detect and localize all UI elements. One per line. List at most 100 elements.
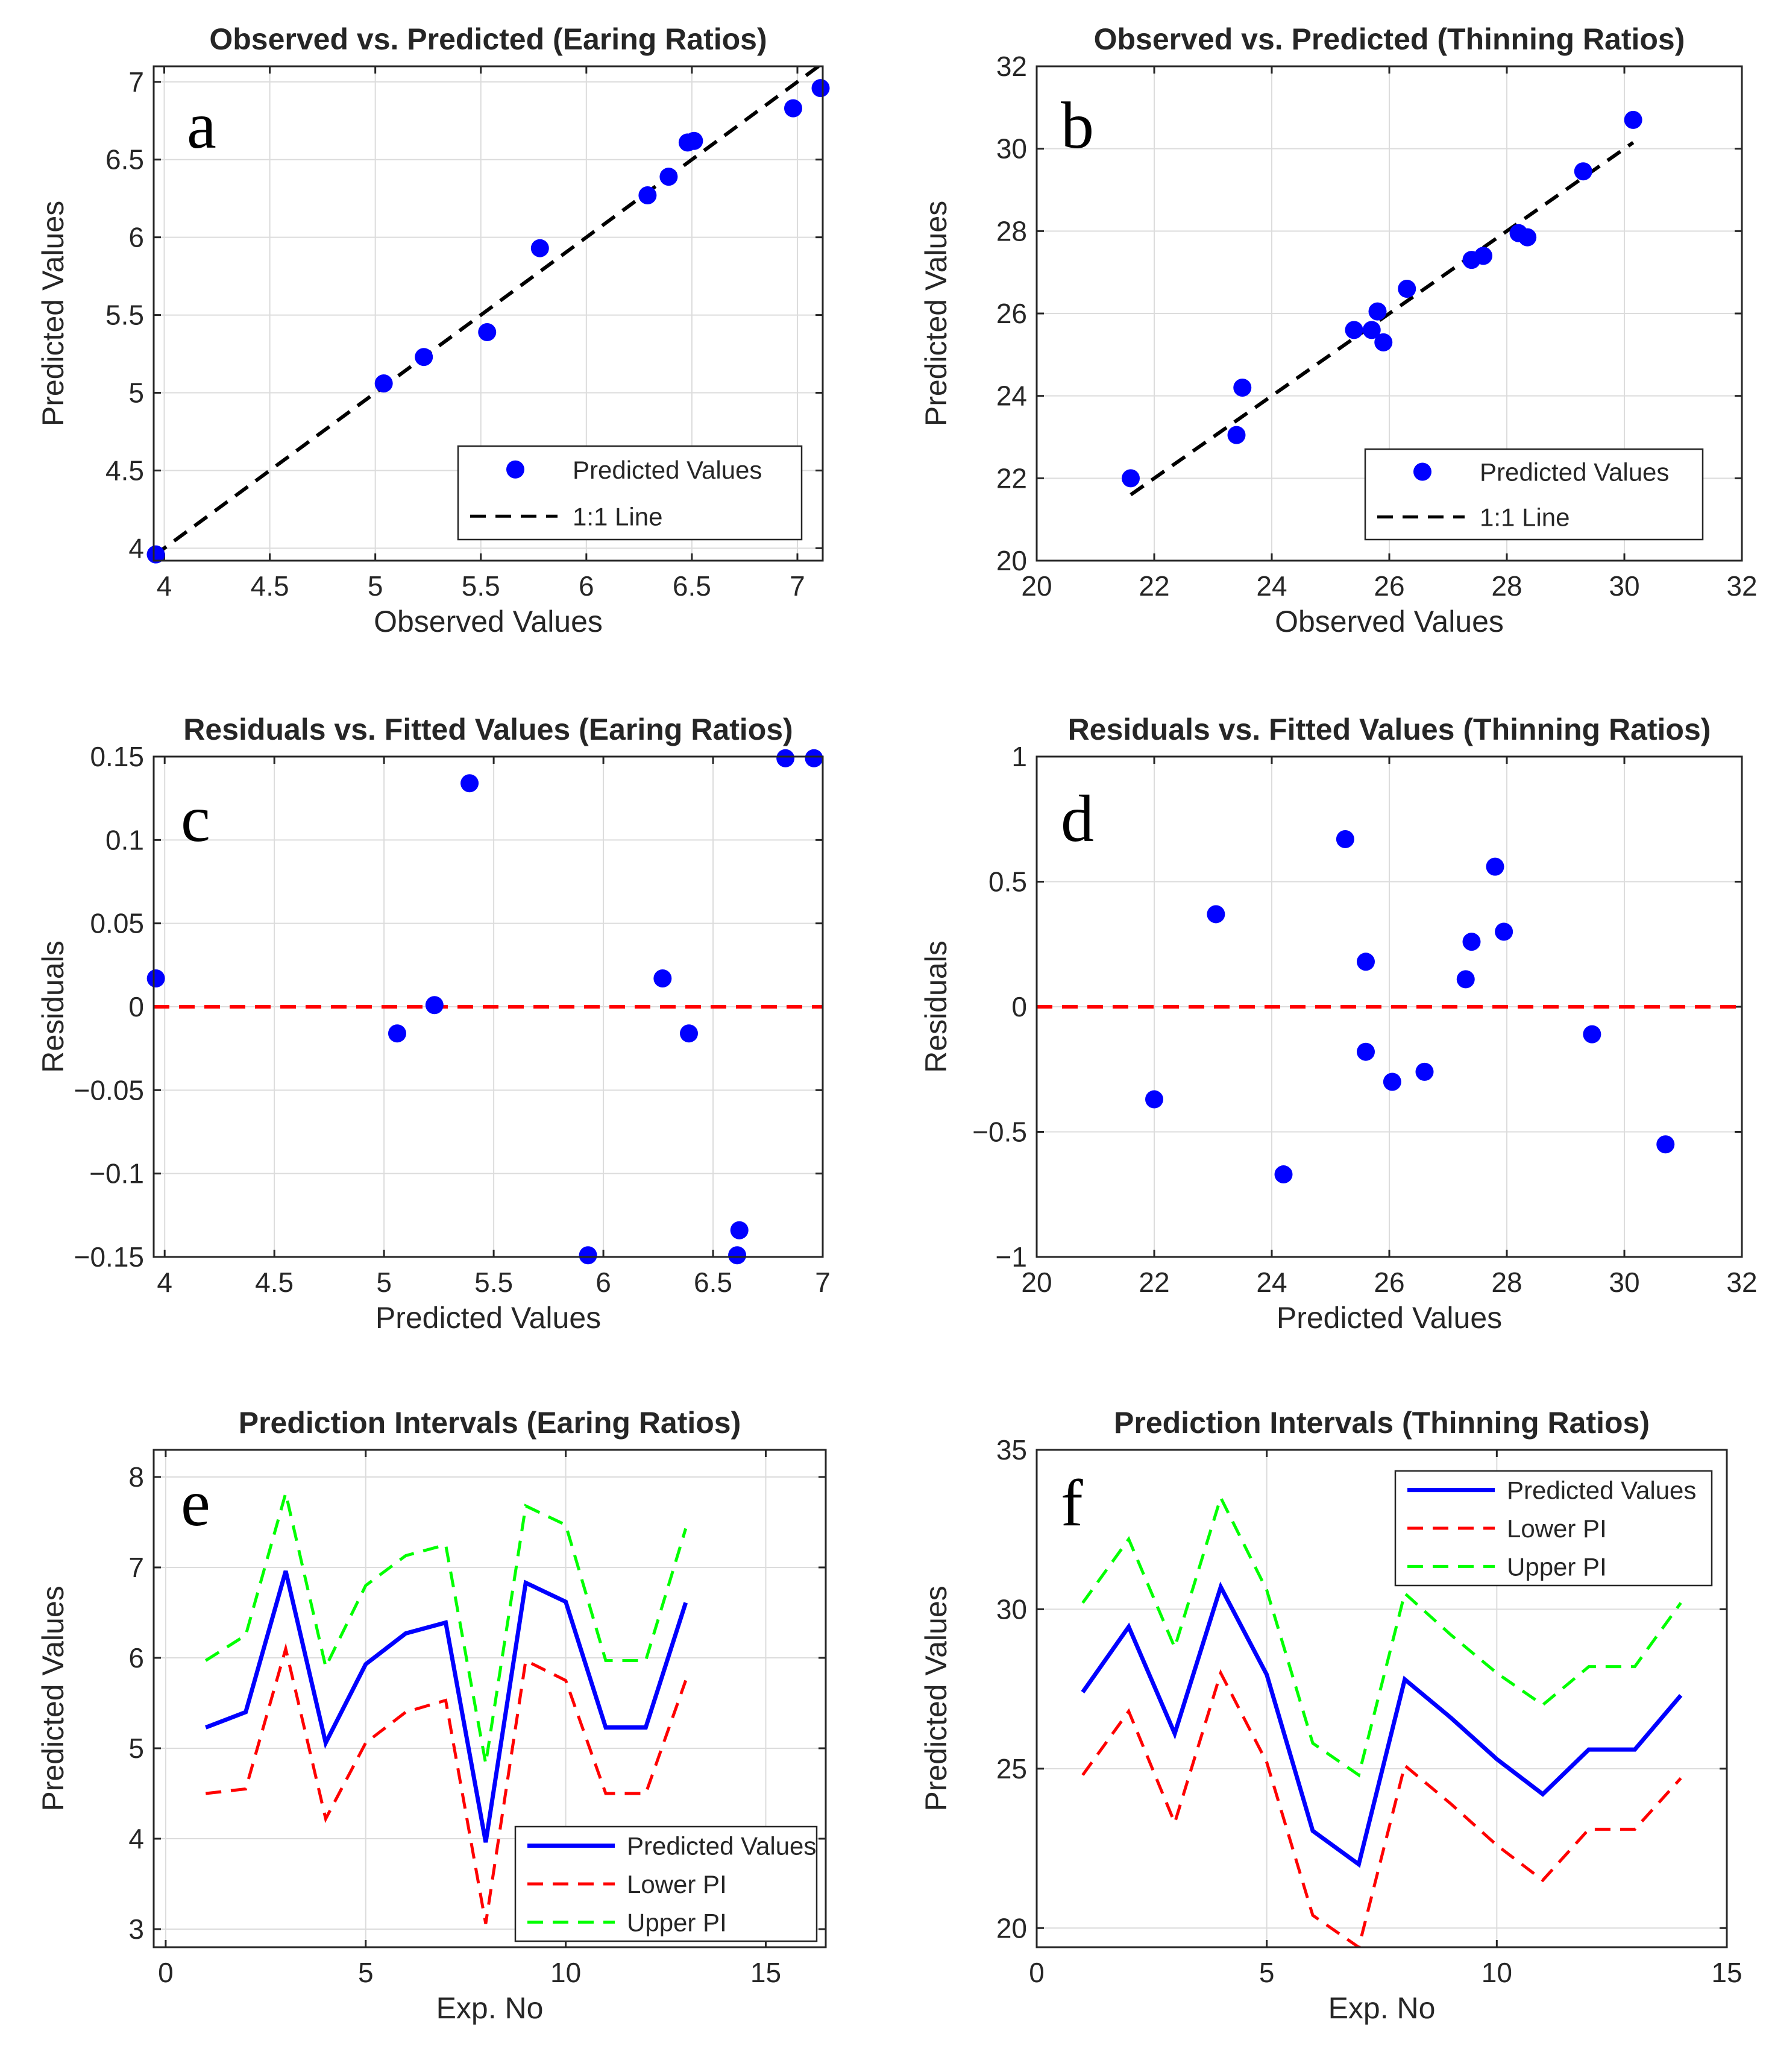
data-point (460, 774, 479, 793)
x-tick-label: 5.5 (474, 1267, 513, 1298)
x-tick-label: 28 (1491, 570, 1522, 602)
axes-frame (1035, 755, 1743, 1258)
panel-e: 0 5 10 15 3 4 5 6 7 8 Prediction Intervals (Earing… (36, 1406, 827, 2025)
reference-line (154, 66, 822, 558)
legend-label: Lower PI (1507, 1514, 1607, 1543)
y-tick-label: 7 (128, 1552, 144, 1583)
data-point (638, 186, 657, 205)
y-tick-label: 6 (128, 1642, 144, 1674)
data-point (1368, 302, 1387, 321)
data-point (1518, 228, 1537, 247)
data-point (1227, 426, 1246, 444)
data-point (1345, 321, 1363, 339)
data-point (728, 1246, 747, 1265)
legend-label: Predicted Values (573, 456, 762, 484)
y-axis-label: Residuals (36, 940, 70, 1073)
data-point (659, 168, 678, 186)
legend-label: 1:1 Line (573, 502, 662, 531)
panel-title: Observed vs. Predicted (Thinning Ratios) (1094, 22, 1685, 56)
data-point (1474, 247, 1492, 265)
data-point (1357, 1042, 1375, 1061)
panel-letter: e (181, 1466, 210, 1540)
legend-label: Upper PI (1507, 1552, 1607, 1581)
data-point (805, 749, 823, 767)
y-tick-label: −1 (996, 1241, 1027, 1273)
y-tick-label: 5.5 (105, 300, 144, 331)
data-point (784, 99, 802, 118)
data-point (530, 239, 549, 257)
y-tick-label: 0.05 (90, 908, 144, 939)
y-tick-label: 0 (128, 991, 144, 1022)
data-point (1583, 1025, 1601, 1044)
legend-label: Predicted Values (627, 1832, 816, 1860)
x-tick-label: 0 (158, 1957, 174, 1988)
y-tick-label: 26 (996, 298, 1027, 329)
data-point (478, 323, 497, 341)
data-point (1415, 1062, 1434, 1081)
legend-label: Upper PI (627, 1908, 727, 1936)
panel-title: Residuals vs. Fitted Values (Earing Rati… (183, 713, 793, 746)
data-point (1233, 379, 1252, 397)
legend-marker (1413, 462, 1431, 481)
panel-b: 20 22 24 26 28 30 32 20 22 24 26 28 30 32 Observed vs.… (919, 22, 1758, 638)
panel-title: Prediction Intervals (Earing Ratios) (239, 1406, 741, 1440)
y-tick-label: 5 (128, 377, 144, 409)
y-tick-label: 24 (996, 380, 1027, 412)
data-point (388, 1024, 406, 1043)
y-tick-label: 4.5 (105, 455, 144, 486)
x-tick-label: 32 (1726, 1267, 1757, 1298)
series-line-upper-pi (1081, 1493, 1682, 1778)
data-point (1362, 321, 1381, 339)
y-tick-label: 0.5 (988, 866, 1027, 898)
x-tick-label: 4.5 (251, 570, 289, 602)
data-point (685, 131, 703, 150)
data-point (1145, 1090, 1163, 1109)
panel-letter: a (187, 89, 216, 162)
series-line-upper-pi (204, 1493, 688, 1764)
data-point (1207, 905, 1225, 924)
y-tick-label: 32 (996, 51, 1027, 82)
data-layer (1081, 1493, 1683, 1947)
x-tick-label: 6 (595, 1267, 611, 1298)
x-tick-label: 26 (1374, 1267, 1404, 1298)
legend: Predicted Values Lower PI Upper PI (514, 1825, 818, 1942)
data-point (811, 79, 830, 98)
data-point (1624, 110, 1642, 129)
y-tick-label: 30 (996, 1593, 1027, 1625)
x-tick-label: 5 (358, 1957, 374, 1988)
data-point (1495, 922, 1513, 941)
x-tick-label: 4.5 (255, 1267, 294, 1298)
legend-label: 1:1 Line (1480, 503, 1570, 532)
legend: Predicted Values 1:1 Line (1364, 448, 1704, 541)
data-point (415, 348, 433, 367)
x-axis-label: Observed Values (374, 605, 603, 638)
y-tick-label: 8 (128, 1461, 144, 1493)
x-tick-label: 4 (157, 1267, 172, 1298)
data-point (1274, 1165, 1293, 1184)
y-tick-label: 3 (128, 1913, 144, 1945)
x-tick-label: 6.5 (694, 1267, 732, 1298)
x-tick-label: 6.5 (673, 570, 711, 602)
series-line-lower-pi (1081, 1669, 1682, 1947)
x-tick-label: 10 (1482, 1957, 1512, 1988)
data-point (579, 1246, 597, 1265)
data-point (1486, 857, 1504, 876)
x-tick-label: 22 (1139, 570, 1169, 602)
legend-marker (506, 460, 524, 479)
data-point (1456, 970, 1475, 989)
panel-title: Residuals vs. Fitted Values (Thinning Ra… (1068, 713, 1711, 746)
x-tick-label: 24 (1256, 1267, 1287, 1298)
panel-letter: d (1061, 782, 1094, 855)
series-line-lower-pi (205, 1643, 688, 1924)
x-tick-label: 30 (1609, 570, 1639, 602)
x-tick-label: 22 (1139, 1267, 1169, 1298)
y-tick-label: 20 (996, 545, 1027, 576)
data-point (374, 374, 393, 393)
x-tick-label: 4 (157, 570, 172, 602)
axes-frame (1035, 1449, 1728, 1948)
y-tick-label: 0.15 (90, 741, 144, 772)
x-tick-label: 5 (1259, 1957, 1275, 1988)
y-tick-label: 25 (996, 1753, 1027, 1784)
legend-label: Predicted Values (1480, 458, 1669, 487)
y-axis-label: Predicted Values (919, 1585, 953, 1811)
